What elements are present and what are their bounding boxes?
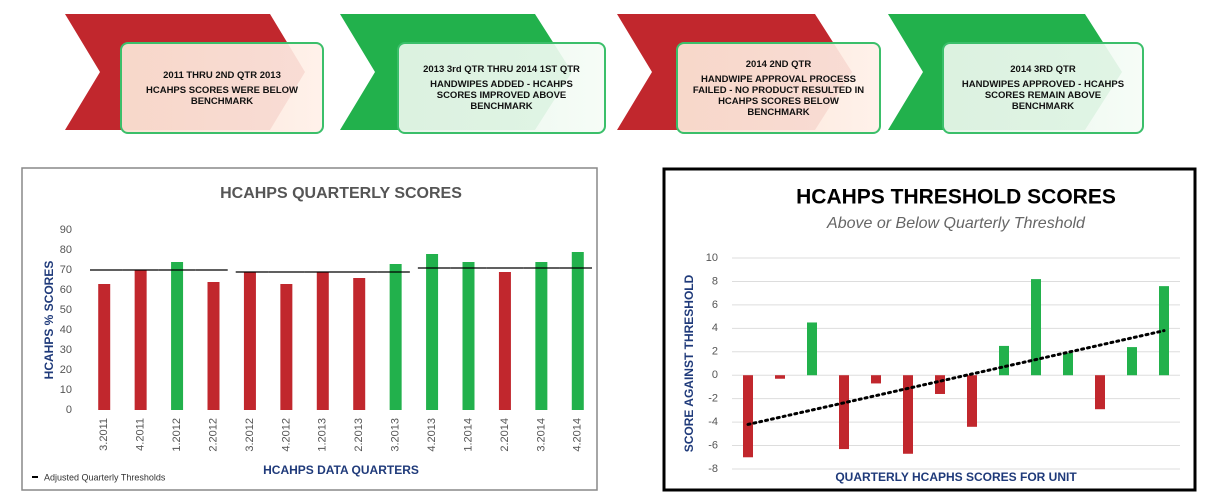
banner-box: 2014 2ND QTR HANDWIPE APPROVAL PROCESS FA… (676, 42, 881, 134)
x-tick-label: 2.2012 (207, 418, 219, 452)
y-tick-label: 10 (60, 384, 72, 396)
bar (871, 375, 881, 384)
trendline (746, 329, 1166, 426)
y-tick-label: 40 (60, 324, 72, 336)
y-tick-label: 90 (60, 224, 72, 236)
x-tick-label: 1.2014 (462, 418, 474, 452)
x-tick-label: 4.2011 (135, 418, 147, 451)
bar (967, 375, 977, 427)
banner-text: HANDWIPES APPROVED - HCAHPS SCORES REMAI… (961, 79, 1125, 112)
x-tick-label: 2.2014 (499, 418, 511, 452)
y-axis-label: HCAHPS % SCORES (42, 261, 56, 380)
bar (1063, 352, 1073, 376)
bar (316, 272, 329, 410)
banner-text: HCAHPS SCORES WERE BELOW BENCHMARK (145, 84, 298, 107)
chart-title: HCAHPS THRESHOLD SCORES (796, 186, 1116, 209)
y-axis-label: SCORE AGAINST THRESHOLD (682, 274, 696, 452)
y-tick-label: -4 (708, 416, 718, 428)
bar (535, 262, 548, 410)
y-tick-label: 4 (712, 322, 718, 334)
y-tick-label: 30 (60, 344, 72, 356)
bar (207, 282, 220, 410)
banner-text: HANDWIPE APPROVAL PROCESS FAILED - NO PR… (692, 73, 865, 118)
banner-box: 2013 3rd QTR THRU 2014 1ST QTR HANDWIPES … (397, 42, 606, 134)
bar (98, 284, 111, 410)
bar (243, 272, 256, 410)
banner-heading: 2013 3rd QTR THRU 2014 1ST QTR (423, 64, 580, 75)
bar (935, 375, 945, 394)
bar (571, 252, 584, 410)
banner-box: 2014 3RD QTR HANDWIPES APPROVED - HCAHPS … (942, 42, 1144, 134)
x-axis-label: QUARTERLY HCAPHS SCORES FOR UNIT (835, 470, 1077, 484)
bar (498, 272, 511, 410)
y-tick-label: 70 (60, 264, 72, 276)
x-tick-label: 2.2013 (353, 418, 365, 452)
bar (1031, 279, 1041, 376)
bar (743, 375, 753, 458)
x-tick-label: 4.2014 (572, 418, 584, 452)
y-tick-label: 50 (60, 304, 72, 316)
x-tick-label: 3.2013 (390, 418, 402, 452)
banner-heading: 2014 2ND QTR (745, 58, 812, 70)
banner-heading: 2014 3RD QTR (1010, 64, 1076, 75)
y-tick-label: 2 (712, 346, 718, 358)
chart-title: HCAHPS QUARTERLY SCORES (220, 185, 462, 202)
bar (171, 262, 184, 410)
bar (1127, 347, 1137, 376)
y-tick-label: -6 (708, 439, 718, 451)
x-tick-label: 1.2013 (317, 418, 329, 452)
bar (903, 375, 913, 454)
y-tick-label: 80 (60, 244, 72, 256)
x-axis-label: HCAHPS DATA QUARTERS (263, 463, 419, 477)
bar (389, 264, 402, 410)
y-tick-label: 20 (60, 364, 72, 376)
y-tick-label: 10 (706, 252, 718, 264)
bar (353, 278, 366, 410)
bar (807, 322, 817, 376)
x-tick-label: 4.2012 (280, 418, 292, 452)
banner-text: HANDWIPES ADDED - HCAHPS SCORES IMPROVED… (430, 79, 573, 112)
bar (462, 262, 475, 410)
banner-box: 2011 THRU 2ND QTR 2013 HCAHPS SCORES WERE… (120, 42, 324, 134)
y-tick-label: 8 (712, 275, 718, 287)
y-tick-label: -8 (708, 463, 718, 475)
y-tick-label: 0 (712, 369, 718, 381)
bar (426, 254, 439, 410)
x-tick-label: 3.2012 (244, 418, 256, 452)
bar (280, 284, 293, 410)
bar (1095, 375, 1105, 410)
legend-label: Adjusted Quarterly Thresholds (44, 472, 166, 482)
x-tick-label: 3.2014 (535, 418, 547, 452)
bar (839, 375, 849, 450)
bar (999, 345, 1009, 376)
bar (775, 375, 785, 379)
bar (134, 270, 147, 410)
y-tick-label: 6 (712, 299, 718, 311)
y-tick-label: -2 (708, 393, 718, 405)
y-tick-label: 60 (60, 284, 72, 296)
y-tick-label: 0 (66, 404, 72, 416)
banner-heading: 2011 THRU 2ND QTR 2013 (163, 69, 281, 81)
x-tick-label: 1.2012 (171, 418, 183, 452)
x-tick-label: 3.2011 (98, 418, 110, 451)
x-tick-label: 4.2013 (426, 418, 438, 452)
chart-subtitle: Above or Below Quarterly Threshold (826, 215, 1086, 232)
